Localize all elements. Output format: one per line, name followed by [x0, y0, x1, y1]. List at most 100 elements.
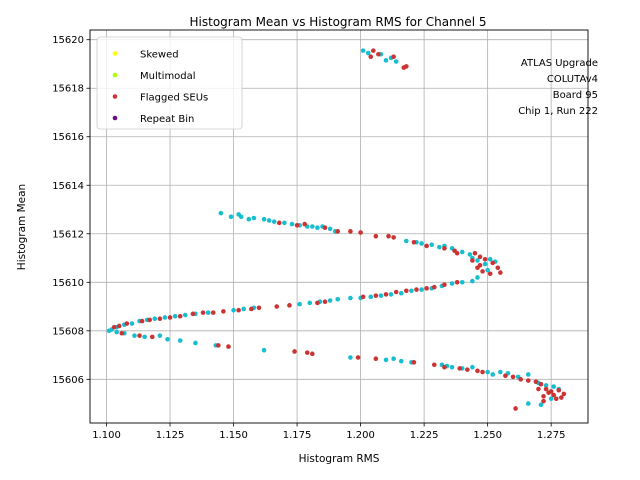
normal-point	[335, 296, 341, 302]
flagged-seus-point	[553, 396, 559, 402]
flagged-seus-point	[561, 391, 567, 397]
normal-point	[391, 356, 396, 362]
normal-point	[348, 295, 353, 301]
normal-point	[475, 258, 480, 263]
normal-point	[398, 290, 404, 296]
flagged-seus-point	[424, 286, 429, 291]
x-tick-label: 1.125	[156, 430, 185, 441]
flagged-seus-point	[236, 307, 241, 313]
flagged-seus-point	[472, 250, 478, 256]
flagged-seus-point	[480, 269, 485, 274]
normal-point	[231, 307, 236, 313]
annotation-line: Chip 1, Run 222	[518, 106, 598, 117]
flagged-seus-point	[518, 377, 523, 382]
flagged-seus-point	[292, 349, 297, 354]
plot-frame	[89, 29, 589, 424]
flagged-seus-point	[216, 343, 221, 348]
normal-point	[404, 238, 409, 244]
axis-ticks: 1.100 1.125 1.150 1.175 1.200 1.225 1.250 1.275…	[52, 35, 565, 441]
normal-point	[482, 261, 488, 267]
flagged-seus-point	[551, 392, 556, 398]
flagged-seus-point	[536, 386, 541, 392]
normal-point	[315, 225, 320, 231]
normal-point	[241, 306, 247, 312]
normal-point	[487, 256, 493, 262]
normal-point	[365, 50, 371, 56]
normal-point	[261, 216, 267, 222]
normal-point	[162, 315, 168, 320]
normal-point	[409, 288, 414, 294]
flagged-seus-point	[556, 387, 562, 393]
flagged-seus-point	[431, 362, 437, 368]
data-points	[106, 48, 567, 411]
flagged-seus-point	[457, 366, 462, 371]
flagged-seus-point	[404, 288, 409, 294]
x-tick-label: 1.275	[537, 430, 566, 441]
flagged-seus-point	[404, 64, 409, 69]
flagged-seus-point	[391, 235, 396, 240]
flagged-seus-point	[414, 287, 419, 292]
flagged-seus-point	[487, 271, 493, 277]
normal-point	[251, 215, 257, 221]
flagged-seus-point	[302, 221, 308, 227]
flagged-seus-point	[348, 229, 353, 234]
normal-point	[152, 316, 158, 321]
flagged-seus-point	[373, 356, 379, 362]
flagged-seus-point	[495, 265, 501, 271]
normal-point	[485, 267, 490, 273]
flagged-seus-point	[442, 246, 447, 251]
flagged-seus-point	[124, 321, 130, 326]
normal-point	[165, 337, 170, 342]
flagged-seus-point	[274, 304, 280, 309]
normal-point	[360, 48, 366, 53]
legend-marker	[112, 115, 118, 121]
normal-point	[271, 219, 277, 224]
y-tick-label: 15606	[52, 375, 84, 386]
annotation-box: ATLAS Upgrade COLUTAv4 Board 95 Chip 1, Run…	[518, 58, 598, 117]
normal-point	[475, 275, 480, 280]
normal-point	[459, 280, 465, 285]
normal-point	[383, 58, 389, 63]
normal-point	[297, 301, 302, 307]
normal-point	[383, 357, 389, 363]
normal-point	[282, 220, 287, 226]
flagged-seus-point	[111, 324, 117, 330]
flagged-seus-point	[546, 390, 551, 395]
normal-point	[228, 214, 234, 220]
annotation-line: COLUTAv4	[547, 74, 598, 85]
x-tick-label: 1.100	[92, 430, 121, 441]
annotation-line: ATLAS Upgrade	[521, 58, 598, 69]
flagged-seus-point	[541, 398, 546, 404]
flagged-seus-point	[200, 310, 206, 315]
flagged-seus-point	[490, 260, 496, 266]
flagged-seus-point	[147, 317, 153, 323]
flagged-seus-point	[541, 394, 546, 399]
flagged-seus-point	[442, 282, 447, 288]
normal-point	[437, 244, 442, 250]
normal-point	[327, 298, 333, 303]
flagged-seus-point	[287, 303, 292, 308]
normal-point	[266, 218, 272, 223]
flagged-seus-point	[139, 318, 145, 324]
flagged-seus-point	[355, 355, 361, 360]
normal-point	[157, 333, 163, 338]
flagged-seus-point	[304, 350, 310, 355]
normal-point	[525, 372, 531, 377]
flagged-seus-point	[167, 315, 173, 320]
normal-point	[419, 287, 424, 292]
flagged-seus-point	[424, 243, 429, 249]
flagged-seus-point	[149, 334, 155, 340]
x-axis-title: Histogram RMS	[299, 453, 380, 465]
normal-point	[368, 294, 374, 300]
flagged-seus-point	[393, 289, 399, 295]
normal-point	[310, 224, 315, 229]
normal-point	[172, 313, 178, 319]
y-axis-title: Histogram Mean	[16, 184, 28, 270]
y-tick-label: 15614	[52, 181, 84, 192]
normal-point	[205, 310, 211, 315]
normal-point	[551, 384, 556, 389]
normal-point	[246, 216, 252, 222]
chart-title: Histogram Mean vs Histogram RMS for Chan…	[190, 15, 487, 29]
normal-point	[470, 364, 475, 370]
flagged-seus-point	[335, 229, 341, 234]
